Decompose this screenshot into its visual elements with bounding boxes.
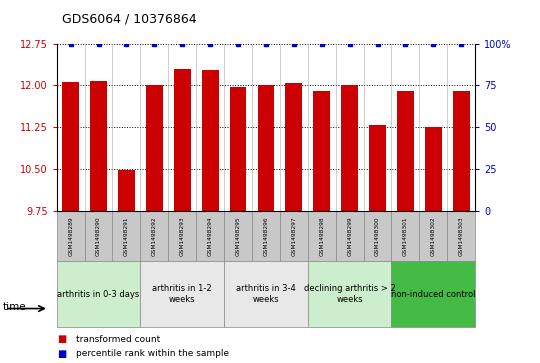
Text: GSM1498294: GSM1498294: [208, 216, 213, 256]
Bar: [336, 211, 363, 261]
Text: GSM1498291: GSM1498291: [124, 216, 129, 256]
Bar: [308, 261, 392, 327]
Text: GSM1498297: GSM1498297: [292, 216, 296, 256]
Text: GSM1498298: GSM1498298: [319, 216, 324, 256]
Bar: [258, 85, 274, 211]
Text: time: time: [3, 302, 26, 312]
Text: GSM1498295: GSM1498295: [235, 216, 240, 256]
Bar: [140, 261, 224, 327]
Bar: [57, 261, 140, 327]
Text: GSM1498301: GSM1498301: [403, 216, 408, 256]
Bar: [369, 125, 386, 211]
Bar: [118, 171, 135, 211]
Bar: [453, 91, 470, 211]
Text: GSM1498290: GSM1498290: [96, 216, 101, 256]
Text: arthritis in 1-2
weeks: arthritis in 1-2 weeks: [152, 284, 212, 304]
Bar: [196, 211, 224, 261]
Bar: [341, 85, 358, 211]
Text: ■: ■: [57, 349, 66, 359]
Text: transformed count: transformed count: [76, 335, 160, 344]
Bar: [202, 70, 219, 211]
Bar: [140, 211, 168, 261]
Text: arthritis in 3-4
weeks: arthritis in 3-4 weeks: [236, 284, 296, 304]
Bar: [168, 211, 196, 261]
Bar: [146, 85, 163, 211]
Bar: [224, 261, 308, 327]
Text: percentile rank within the sample: percentile rank within the sample: [76, 350, 229, 358]
Bar: [252, 211, 280, 261]
Text: GDS6064 / 10376864: GDS6064 / 10376864: [62, 13, 197, 26]
Bar: [85, 211, 112, 261]
Bar: [230, 87, 246, 211]
Bar: [62, 82, 79, 211]
Text: arthritis in 0-3 days: arthritis in 0-3 days: [57, 290, 140, 298]
Bar: [90, 81, 107, 211]
Bar: [392, 261, 475, 327]
Bar: [224, 211, 252, 261]
Text: GSM1498289: GSM1498289: [68, 216, 73, 256]
Text: GSM1498293: GSM1498293: [180, 216, 185, 256]
Text: GSM1498292: GSM1498292: [152, 216, 157, 256]
Bar: [57, 211, 85, 261]
Text: GSM1498299: GSM1498299: [347, 216, 352, 256]
Text: declining arthritis > 2
weeks: declining arthritis > 2 weeks: [304, 284, 395, 304]
Bar: [447, 211, 475, 261]
Bar: [313, 91, 330, 211]
Bar: [286, 82, 302, 211]
Text: GSM1498296: GSM1498296: [264, 216, 268, 256]
Bar: [174, 69, 191, 211]
Bar: [392, 211, 420, 261]
Bar: [308, 211, 336, 261]
Bar: [420, 211, 447, 261]
Bar: [363, 211, 392, 261]
Bar: [112, 211, 140, 261]
Bar: [425, 127, 442, 211]
Text: non-induced control: non-induced control: [391, 290, 476, 298]
Text: GSM1498303: GSM1498303: [459, 216, 464, 256]
Bar: [280, 211, 308, 261]
Text: ■: ■: [57, 334, 66, 344]
Text: GSM1498300: GSM1498300: [375, 216, 380, 256]
Text: GSM1498302: GSM1498302: [431, 216, 436, 256]
Bar: [397, 91, 414, 211]
